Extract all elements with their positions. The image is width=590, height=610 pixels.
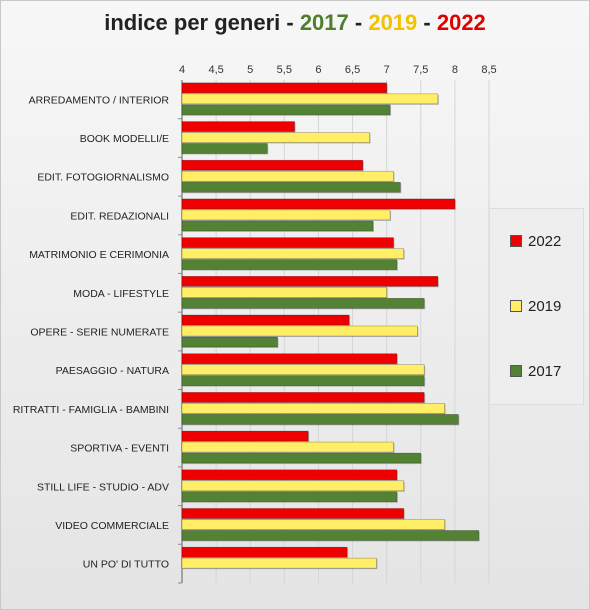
title-part: - [348,10,369,35]
legend-swatch-2022 [510,235,522,247]
bar-2019 [181,557,377,569]
x-tick-label: 8,5 [481,64,496,76]
bar-2022 [181,546,348,558]
category-label: STILL LIFE - STUDIO - ADV [37,481,169,493]
bar-2017 [181,181,401,193]
bar-2017 [181,259,398,270]
category-label: SPORTIVA - EVENTI [70,443,169,455]
bar-2017 [181,452,422,464]
bar-2017 [181,298,425,309]
chart-title: indice per generi - 2017 - 2019 - 2022 [0,10,590,36]
bar-2017 [181,143,268,154]
bar-2022 [181,237,394,248]
title-part-2019: 2019 [368,10,418,35]
bar-2022 [181,314,350,326]
bar-2019 [181,480,405,492]
bar-2022 [181,198,456,210]
category-label: PAESAGGIO - NATURA [56,365,169,377]
title-part: indice per generi - [104,10,300,35]
bar-2019 [181,441,394,453]
bar-2022 [181,276,439,287]
bar-2022 [181,469,398,481]
title-part-2022: 2022 [436,10,486,35]
legend-label-2022: 2022 [528,232,562,250]
bar-2017 [181,336,278,348]
category-label: UN PO' DI TUTTO [83,559,169,571]
x-tick-label: 5,5 [277,64,292,76]
bar-2019 [181,248,405,259]
x-tick-label: 8 [452,64,458,76]
bar-2017 [181,375,425,386]
bar-2022 [181,508,405,519]
legend-label-2019: 2019 [528,297,562,315]
bar-2019 [181,364,425,375]
x-tick-label: 7 [384,64,390,76]
legend-swatch-2019 [510,300,522,312]
bar-2017 [181,104,391,116]
legend-label-2017: 2017 [528,362,562,380]
bar-2019 [181,93,439,105]
legend: 2022 2019 2017 [489,208,584,405]
category-label: EDIT. FOTOGIORNALISMO [37,172,169,184]
category-label: VIDEO COMMERCIALE [55,520,169,532]
bar-2019 [181,170,394,182]
category-label: EDIT. REDAZIONALI [70,210,169,222]
bar-2022 [181,82,387,94]
legend-item-2019: 2019 [510,296,561,316]
bar-2019 [181,287,387,298]
bar-2022 [181,392,425,403]
legend-item-2017: 2017 [510,361,561,381]
x-tick-label: 6 [315,64,321,76]
x-tick-label: 6,5 [345,64,360,76]
x-tick-label: 4,5 [208,64,223,76]
legend-swatch-2017 [510,365,522,377]
bar-2019 [181,209,391,221]
bar-2022 [181,430,309,442]
bar-2019 [181,325,418,337]
bar-2017 [181,491,398,503]
x-tick-label: 7,5 [413,64,428,76]
bar-2019 [181,403,445,414]
category-label: RITRATTI - FAMIGLIA - BAMBINI [13,404,169,416]
category-label: MATRIMONIO E CERIMONIA [29,249,169,261]
category-label: OPERE - SERIE NUMERATE [30,327,169,339]
x-tick-label: 5 [247,64,253,76]
bar-2022 [181,121,295,132]
category-label: ARREDAMENTO / INTERIOR [29,94,170,106]
bar-2017 [181,220,374,232]
x-tick-label: 4 [179,64,185,76]
bar-2019 [181,519,445,530]
bar-2019 [181,132,370,143]
category-label: BOOK MODELLI/E [80,133,169,145]
bar-2017 [181,414,459,425]
bar-2022 [181,353,398,364]
bar-2017 [181,530,480,541]
title-part: - [417,10,437,35]
legend-item-2022: 2022 [510,231,561,251]
category-label: MODA - LIFESTYLE [73,288,169,300]
title-part-2017: 2017 [299,10,349,35]
bar-2022 [181,159,364,171]
